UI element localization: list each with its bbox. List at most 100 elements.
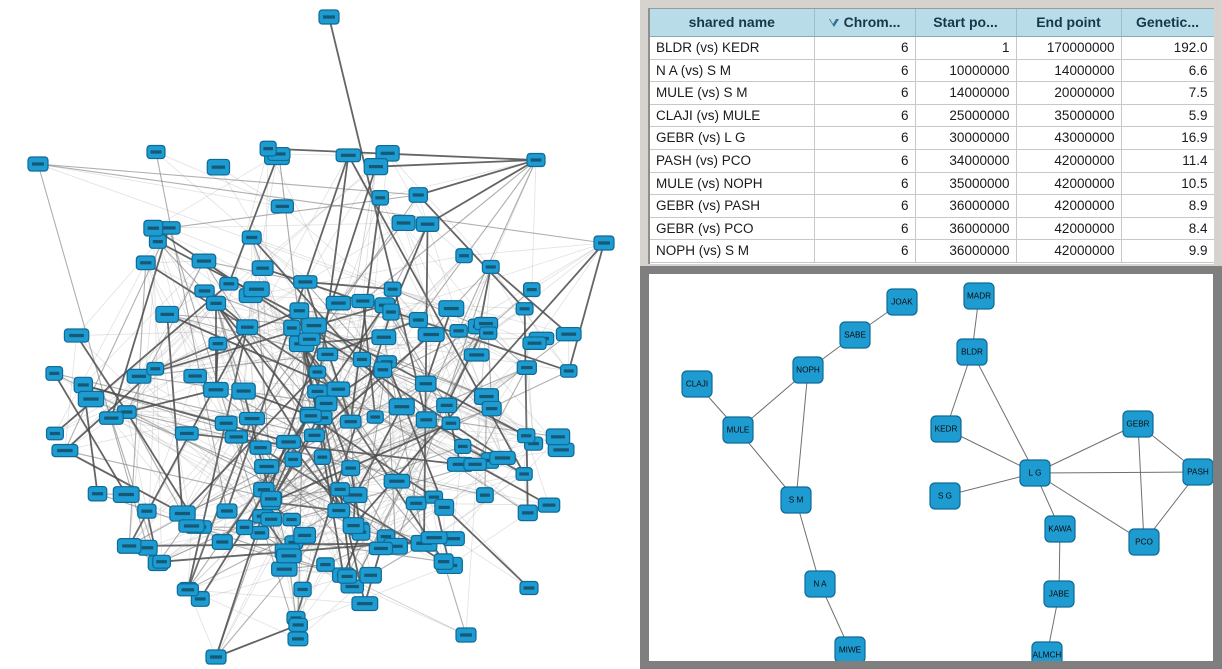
large-network-node[interactable] (155, 305, 180, 323)
large-network-edge[interactable] (215, 303, 245, 392)
large-network-edge[interactable] (157, 194, 419, 564)
large-network-node[interactable] (341, 460, 361, 477)
large-network-edge[interactable] (531, 242, 605, 290)
large-network-edge[interactable] (168, 227, 306, 283)
edge-table-frame[interactable]: shared name Chrom... Start po... End poi… (648, 8, 1214, 264)
large-network-node[interactable] (51, 443, 79, 458)
large-network-edge[interactable] (187, 525, 192, 590)
large-network-node[interactable] (463, 457, 487, 471)
large-network-edge[interactable] (347, 155, 503, 459)
large-network-edge[interactable] (380, 159, 537, 199)
large-network-node[interactable] (326, 381, 351, 397)
large-network-edge[interactable] (155, 151, 306, 283)
large-network-node[interactable] (282, 512, 301, 527)
large-network-node[interactable] (481, 400, 502, 417)
large-network-edge[interactable] (75, 335, 128, 413)
large-network-edge[interactable] (425, 242, 605, 385)
large-network-edge[interactable] (392, 288, 480, 327)
table-row[interactable]: GEBR (vs) L G 6 30000000 43000000 16.9 (650, 126, 1214, 150)
large-network-edge[interactable] (111, 417, 359, 530)
large-network-node[interactable] (73, 376, 94, 394)
large-network-edge[interactable] (350, 421, 435, 498)
large-network-node[interactable] (420, 531, 448, 545)
large-network-edge[interactable] (37, 163, 605, 244)
large-network-edge[interactable] (155, 151, 228, 512)
large-network-edge[interactable] (347, 154, 525, 475)
large-network-edge[interactable] (350, 435, 527, 469)
large-network-edge[interactable] (138, 353, 328, 377)
large-network-edge[interactable] (382, 369, 452, 424)
large-network-edge[interactable] (126, 388, 217, 413)
large-network-edge[interactable] (392, 288, 569, 335)
large-network-edge[interactable] (218, 166, 315, 326)
large-network-edge[interactable] (217, 343, 285, 570)
large-network-edge[interactable] (445, 405, 462, 465)
large-network-edge[interactable] (146, 375, 196, 512)
large-network-edge[interactable] (138, 311, 392, 377)
large-network-edge[interactable] (474, 367, 528, 465)
large-network-edge[interactable] (458, 330, 527, 368)
large-network-node[interactable] (408, 311, 429, 329)
large-network-node[interactable] (545, 428, 571, 446)
large-network-node[interactable] (146, 144, 166, 160)
large-network-node[interactable] (366, 410, 384, 424)
large-network-edge[interactable] (268, 147, 537, 161)
large-network-edge[interactable] (418, 159, 537, 196)
large-network-node[interactable] (271, 561, 298, 577)
large-network-node[interactable] (224, 430, 249, 444)
large-network-edge[interactable] (243, 295, 252, 392)
subnetwork-edge[interactable] (1034, 472, 1145, 543)
large-network-edge[interactable] (384, 304, 480, 327)
large-network-node[interactable] (211, 534, 233, 550)
large-network-edge[interactable] (358, 342, 535, 529)
large-network-node[interactable] (260, 490, 282, 508)
large-network-edge[interactable] (64, 391, 318, 451)
large-network-edge[interactable] (54, 372, 315, 436)
large-network-node[interactable] (351, 293, 375, 309)
large-network-node[interactable] (126, 368, 152, 384)
large-network-node[interactable] (383, 473, 411, 489)
subnetwork-node[interactable]: GEBR (1122, 410, 1154, 438)
large-network-edge[interactable] (425, 354, 477, 421)
large-network-node[interactable] (183, 368, 207, 384)
large-network-edge[interactable] (37, 163, 487, 324)
large-network-node[interactable] (27, 156, 49, 172)
large-network-node[interactable] (408, 187, 429, 203)
subnetwork-canvas[interactable]: JOAK SABE NOPH CLAJI MULE S M N A MIWE MADR BLDR K… (649, 274, 1213, 661)
large-network-node[interactable] (208, 336, 228, 351)
large-network-edge[interactable] (155, 326, 248, 370)
subnetwork-node[interactable]: L G (1019, 459, 1051, 487)
large-network-edge[interactable] (349, 197, 382, 422)
large-network-edge[interactable] (446, 405, 503, 459)
subnetwork-node[interactable]: JOAK (886, 288, 918, 316)
large-network-node[interactable] (137, 503, 157, 519)
large-network-node[interactable] (454, 438, 472, 455)
large-network-edge[interactable] (126, 303, 217, 413)
large-network-edge[interactable] (215, 624, 299, 658)
subnetwork-node[interactable]: CLAJI (681, 370, 713, 398)
large-network-node[interactable] (515, 467, 533, 481)
large-network-edge[interactable] (204, 290, 487, 398)
table-row[interactable]: PASH (vs) PCO 6 34000000 42000000 11.4 (650, 149, 1214, 173)
table-row[interactable]: MULE (vs) S M 6 14000000 20000000 7.5 (650, 81, 1214, 105)
large-network-node[interactable] (455, 627, 477, 643)
large-network-edge[interactable] (191, 525, 444, 563)
subnetwork-node[interactable]: JABE (1043, 580, 1075, 608)
large-network-edge[interactable] (267, 148, 445, 508)
large-network-edge[interactable] (478, 266, 492, 327)
large-network-node[interactable] (522, 282, 541, 298)
large-network-node[interactable] (249, 440, 272, 455)
large-network-edge[interactable] (54, 283, 230, 435)
table-row[interactable]: GEBR (vs) PCO 6 36000000 42000000 8.4 (650, 217, 1214, 241)
large-network-edge[interactable] (187, 589, 365, 604)
large-network-edge[interactable] (313, 333, 432, 437)
large-network-edge[interactable] (385, 361, 446, 508)
column-header-chromosome[interactable]: Chrom... (814, 9, 916, 37)
large-network-node[interactable] (77, 390, 105, 408)
large-network-node[interactable] (288, 617, 308, 633)
subnetwork-node[interactable]: S M (780, 486, 812, 514)
large-network-node[interactable] (559, 364, 578, 378)
large-network-edge[interactable] (236, 414, 309, 438)
large-network-edge[interactable] (317, 391, 503, 459)
large-network-edge[interactable] (37, 163, 283, 207)
